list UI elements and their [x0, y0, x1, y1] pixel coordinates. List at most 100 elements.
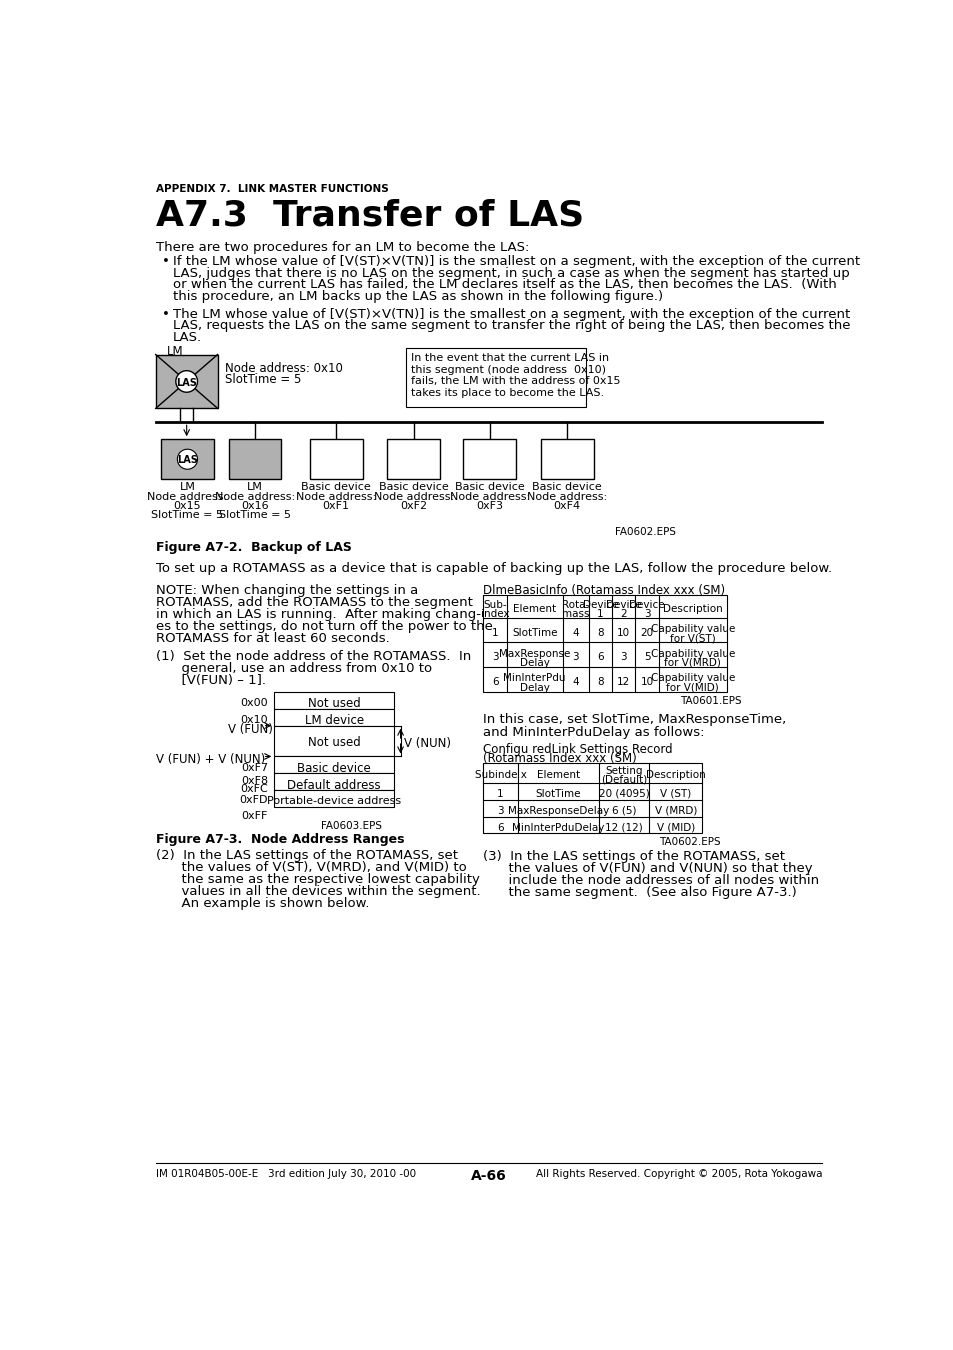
- Text: for V(ST): for V(ST): [669, 633, 715, 643]
- Text: 6: 6: [497, 822, 503, 833]
- Text: LM: LM: [247, 482, 262, 493]
- Bar: [274, 756, 394, 774]
- Text: or when the current LAS has failed, the LM declares itself as the LAS, then beco: or when the current LAS has failed, the …: [172, 278, 836, 292]
- Bar: [387, 439, 439, 479]
- Bar: [483, 763, 701, 833]
- Text: Basic device: Basic device: [378, 482, 448, 493]
- Text: Device: Device: [629, 601, 664, 610]
- Text: V (ST): V (ST): [659, 788, 691, 799]
- Text: 0x00: 0x00: [240, 698, 268, 707]
- Text: FA0602.EPS: FA0602.EPS: [615, 526, 676, 537]
- Text: 6: 6: [492, 678, 497, 687]
- Text: 6 (5): 6 (5): [611, 806, 636, 815]
- Text: Capability value: Capability value: [650, 624, 734, 634]
- Text: 12 (12): 12 (12): [604, 822, 642, 833]
- Text: Rota-: Rota-: [561, 601, 589, 610]
- Text: 0x16: 0x16: [241, 501, 269, 510]
- Text: 0xFF: 0xFF: [241, 811, 268, 821]
- Text: 0xF4: 0xF4: [553, 501, 580, 510]
- Text: 20: 20: [639, 628, 653, 637]
- Text: LAS, requests the LAS on the same segment to transfer the right of being the LAS: LAS, requests the LAS on the same segmen…: [172, 319, 849, 332]
- Text: Figure A7-3.  Node Address Ranges: Figure A7-3. Node Address Ranges: [155, 833, 404, 846]
- Text: 0xFC: 0xFC: [240, 784, 268, 794]
- Text: 1: 1: [492, 628, 497, 637]
- Text: To set up a ROTAMASS as a device that is capable of backing up the LAS, follow t: To set up a ROTAMASS as a device that is…: [155, 563, 831, 575]
- Text: There are two procedures for an LM to become the LAS:: There are two procedures for an LM to be…: [155, 242, 529, 254]
- Text: index: index: [480, 609, 509, 618]
- Bar: [274, 774, 394, 790]
- Text: [V(FUN) – 1].: [V(FUN) – 1].: [155, 674, 265, 687]
- Text: Node address:: Node address:: [527, 491, 607, 502]
- Bar: [463, 439, 516, 479]
- Text: LAS, judges that there is no LAS on the segment, in such a case as when the segm: LAS, judges that there is no LAS on the …: [172, 267, 848, 279]
- Text: Element: Element: [537, 771, 579, 780]
- Text: (1)  Set the node address of the ROTAMASS.  In: (1) Set the node address of the ROTAMASS…: [155, 649, 471, 663]
- Text: 3: 3: [643, 609, 650, 618]
- Text: Node address:: Node address:: [449, 491, 529, 502]
- Bar: [229, 439, 281, 479]
- Text: V (MRD): V (MRD): [654, 806, 696, 815]
- Text: 3: 3: [572, 652, 578, 663]
- Bar: [274, 691, 394, 709]
- Text: V (FUN): V (FUN): [228, 722, 273, 736]
- Text: Default address: Default address: [287, 779, 381, 791]
- Text: 1: 1: [497, 788, 503, 799]
- Text: DlmeBasicInfo (Rotamass Index xxx (SM): DlmeBasicInfo (Rotamass Index xxx (SM): [483, 585, 725, 597]
- Text: LM: LM: [179, 482, 195, 493]
- Text: Configu redLink Settings Record: Configu redLink Settings Record: [483, 743, 673, 756]
- Text: ROTAMASS, add the ROTAMASS to the segment: ROTAMASS, add the ROTAMASS to the segmen…: [155, 595, 472, 609]
- Text: Not used: Not used: [308, 697, 360, 710]
- Text: 0xF3: 0xF3: [476, 501, 502, 510]
- Text: the same as the respective lowest capability: the same as the respective lowest capabi…: [155, 872, 479, 886]
- Text: 4: 4: [572, 678, 578, 687]
- Text: 0x10: 0x10: [240, 716, 268, 725]
- Text: LAS: LAS: [176, 378, 197, 387]
- Text: An example is shown below.: An example is shown below.: [155, 896, 369, 910]
- Text: 10: 10: [639, 678, 653, 687]
- Text: MaxResponse: MaxResponse: [498, 648, 570, 659]
- Text: MaxResponseDelay: MaxResponseDelay: [507, 806, 608, 815]
- Text: (2)  In the LAS settings of the ROTAMASS, set: (2) In the LAS settings of the ROTAMASS,…: [155, 849, 457, 861]
- Text: All Rights Reserved. Copyright © 2005, Rota Yokogawa: All Rights Reserved. Copyright © 2005, R…: [536, 1169, 821, 1179]
- Text: TA0602.EPS: TA0602.EPS: [659, 837, 720, 848]
- Text: SlotTime = 5: SlotTime = 5: [225, 373, 301, 386]
- Bar: [274, 726, 394, 756]
- Text: 20 (4095): 20 (4095): [598, 788, 649, 799]
- Text: In the event that the current LAS in: In the event that the current LAS in: [410, 352, 608, 363]
- Text: (Default): (Default): [600, 775, 646, 784]
- Text: for V(MID): for V(MID): [666, 683, 719, 693]
- Text: Delay: Delay: [519, 657, 549, 668]
- Text: A7.3  Transfer of LAS: A7.3 Transfer of LAS: [155, 198, 583, 234]
- Text: Setting: Setting: [605, 767, 642, 776]
- Text: 0xF2: 0xF2: [399, 501, 427, 510]
- Bar: [155, 355, 217, 409]
- Text: the same segment.  (See also Figure A7-3.): the same segment. (See also Figure A7-3.…: [483, 886, 797, 899]
- Text: Subinde x: Subinde x: [474, 771, 526, 780]
- Text: 6: 6: [597, 652, 603, 663]
- Text: ROTAMASS for at least 60 seconds.: ROTAMASS for at least 60 seconds.: [155, 632, 389, 645]
- Text: Device: Device: [582, 601, 618, 610]
- Text: Basic device: Basic device: [532, 482, 601, 493]
- Text: In this case, set SlotTime, MaxResponseTime,: In this case, set SlotTime, MaxResponseT…: [483, 713, 786, 726]
- Text: Node address: 0x10: Node address: 0x10: [225, 362, 343, 375]
- Text: 4: 4: [572, 628, 578, 637]
- Text: MinInterPdu: MinInterPdu: [503, 674, 565, 683]
- Text: Delay: Delay: [519, 683, 549, 693]
- Text: 0x15: 0x15: [173, 501, 201, 510]
- Text: Node address:: Node address:: [147, 491, 227, 502]
- Text: 12: 12: [617, 678, 630, 687]
- Text: the values of V(FUN) and V(NUN) so that they: the values of V(FUN) and V(NUN) so that …: [483, 863, 812, 875]
- Text: 0xF1: 0xF1: [322, 501, 350, 510]
- Text: MinInterPduDelay: MinInterPduDelay: [512, 822, 604, 833]
- Text: LAS.: LAS.: [172, 331, 202, 344]
- Text: LM device: LM device: [304, 714, 363, 728]
- Text: Description: Description: [645, 771, 705, 780]
- Bar: [274, 709, 394, 726]
- Circle shape: [175, 371, 197, 393]
- Text: 8: 8: [597, 678, 603, 687]
- Text: and MinInterPduDelay as follows:: and MinInterPduDelay as follows:: [483, 726, 704, 738]
- Text: (Rotamass Index xxx (SM): (Rotamass Index xxx (SM): [483, 752, 637, 765]
- Text: 0xF7: 0xF7: [241, 763, 268, 772]
- Text: A-66: A-66: [471, 1169, 506, 1183]
- Bar: [161, 439, 213, 479]
